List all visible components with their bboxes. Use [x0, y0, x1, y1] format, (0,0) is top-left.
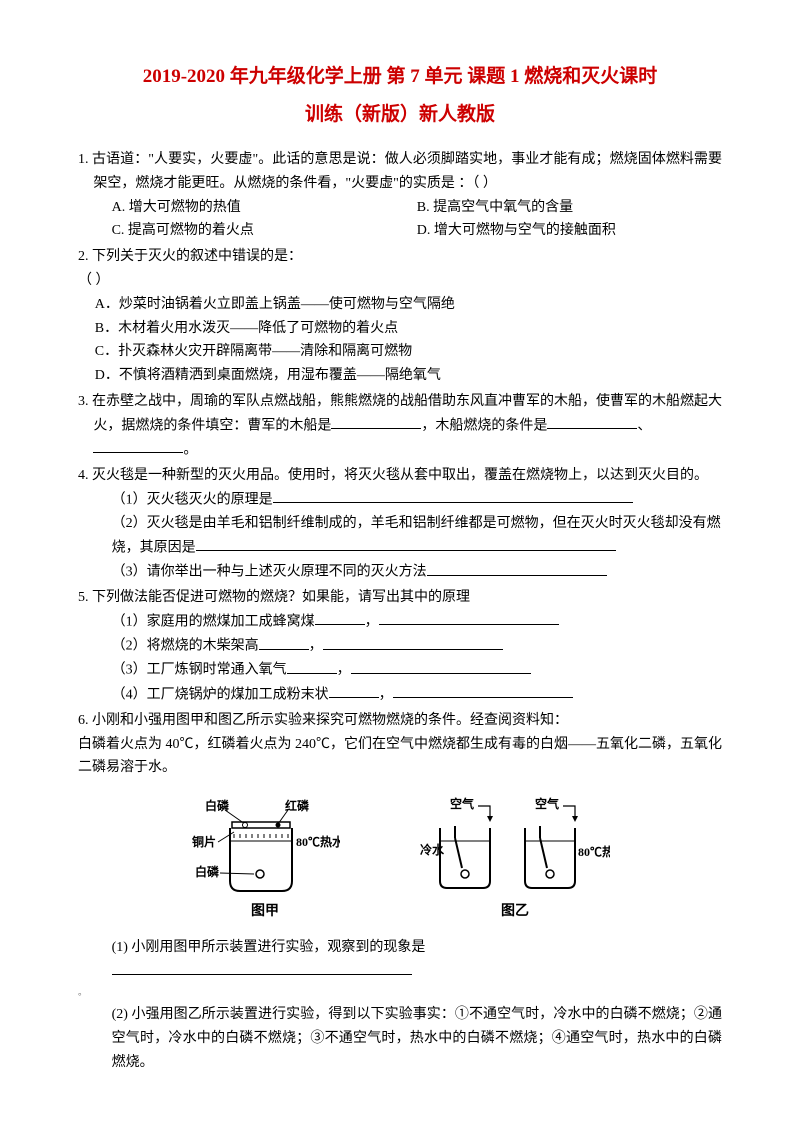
- label-air-1: 空气: [450, 796, 474, 811]
- q3-comma-b: ，木船燃烧的条件是: [421, 418, 547, 433]
- q1-options-row2: C. 提高可燃物的着火点 D. 增大可燃物与空气的接触面积: [78, 219, 722, 243]
- q5-p4-b2: [393, 683, 573, 698]
- question-5: 5. 下列做法能否促进可燃物的燃烧？如果能，请写出其中的原理 （1）家庭用的燃煤…: [78, 586, 722, 707]
- caption-jia: 图甲: [190, 900, 340, 924]
- q2-opt-d: D．不慎将酒精洒到桌面燃烧，用湿布覆盖——隔绝氧气: [78, 364, 722, 388]
- question-2: 2. 下列关于灭火的叙述中错误的是： （ ） A．炒菜时油锅着火立即盖上锅盖——…: [78, 245, 722, 388]
- question-3: 3. 在赤壁之战中，周瑜的军队点燃战船，熊熊燃烧的战船借助东风直冲曹军的木船，使…: [78, 390, 722, 462]
- q4-blank-3: [427, 560, 607, 575]
- q6-p2: (2) 小强用图乙所示装置进行实验，得到以下实验事实：①不通空气时，冷水中的白磷…: [78, 1003, 722, 1074]
- q3-blank-2: [547, 414, 637, 429]
- q2-opt-c: C．扑灭森林火灾开辟隔离带——清除和隔离可燃物: [78, 340, 722, 364]
- question-4: 4. 灭火毯是一种新型的灭火用品。使用时，将灭火毯从套中取出，覆盖在燃烧物上，以…: [78, 464, 722, 584]
- q1-opt-a: A. 增大可燃物的热值: [112, 196, 417, 220]
- q3-end: 。: [183, 442, 197, 457]
- q2-stem: 2. 下列关于灭火的叙述中错误的是：: [78, 245, 722, 269]
- figure-jia: 白磷 红磷 铜片 80℃热水 白磷 图甲: [190, 796, 340, 924]
- question-6: 6. 小刚和小强用图甲和图乙所示实验来探究可燃物燃烧的条件。经查阅资料知： 白磷…: [78, 709, 722, 1075]
- q6-p1-end: 。: [78, 985, 722, 1000]
- q4-p3: （3）请你举出一种与上述灭火原理不同的灭火方法: [112, 565, 427, 580]
- q1-options-row1: A. 增大可燃物的热值 B. 提高空气中氧气的含量: [78, 196, 722, 220]
- q5-p3-b1: [287, 658, 337, 673]
- q6-stem: 6. 小刚和小强用图甲和图乙所示实验来探究可燃物燃烧的条件。经查阅资料知：: [78, 709, 722, 733]
- q5-p2-b1: [259, 634, 309, 649]
- label-cold: 冷水: [420, 842, 445, 857]
- q3-sep: 、: [637, 418, 651, 433]
- q5-p3-b2: [351, 658, 531, 673]
- q6-p1: (1) 小刚用图甲所示装置进行实验，观察到的现象是: [112, 940, 426, 955]
- q4-blank-2: [196, 536, 616, 551]
- q2-opt-b: B．木材着火用水泼灭——降低了可燃物的着火点: [78, 317, 722, 341]
- q5-p1-b2: [379, 610, 559, 625]
- document-title: 2019-2020 年九年级化学上册 第 7 单元 课题 1 燃烧和灭火课时 训…: [78, 58, 722, 134]
- q2-opt-a: A．炒菜时油锅着火立即盖上锅盖——使可燃物与空气隔绝: [78, 293, 722, 317]
- label-bailin-bottom: 白磷: [195, 864, 220, 879]
- title-line-1: 2019-2020 年九年级化学上册 第 7 单元 课题 1 燃烧和灭火课时: [78, 58, 722, 96]
- q5-stem: 5. 下列做法能否促进可燃物的燃烧？如果能，请写出其中的原理: [78, 586, 722, 610]
- q5-p4: （4）工厂烧锅炉的煤加工成粉末状: [112, 687, 329, 702]
- q6-blank-1: [112, 960, 412, 975]
- title-line-2: 训练（新版）新人教版: [78, 96, 722, 134]
- q3-blank-3: [93, 438, 183, 453]
- q5-p2-b2: [323, 634, 503, 649]
- q3-blank-1: [331, 414, 421, 429]
- q4-p1: （1）灭火毯灭火的原理是: [112, 492, 273, 507]
- q5-p4-b1: [329, 683, 379, 698]
- label-hotwater-yi: 80℃热水: [578, 844, 610, 859]
- q5-p3: （3）工厂炼钢时常通入氧气: [112, 663, 287, 678]
- q1-opt-c: C. 提高可燃物的着火点: [112, 219, 417, 243]
- q1-opt-d: D. 增大可燃物与空气的接触面积: [417, 219, 722, 243]
- label-air-2: 空气: [535, 796, 559, 811]
- question-1: 1. 古语道："人要实，火要虚"。此话的意思是说：做人必须脚踏实地，事业才能有成…: [78, 148, 722, 243]
- q4-stem: 4. 灭火毯是一种新型的灭火用品。使用时，将灭火毯从套中取出，覆盖在燃烧物上，以…: [78, 464, 722, 488]
- figures-row: 白磷 红磷 铜片 80℃热水 白磷 图甲: [78, 796, 722, 924]
- caption-yi: 图乙: [420, 900, 610, 924]
- q2-paren: （ ）: [78, 269, 722, 293]
- label-hotwater-jia: 80℃热水: [296, 834, 340, 849]
- q5-p2: （2）将燃烧的木柴架高: [112, 639, 259, 654]
- q5-p1: （1）家庭用的燃煤加工成蜂窝煤: [112, 614, 315, 629]
- label-tongpian: 铜片: [192, 834, 216, 849]
- q6-intro: 白磷着火点为 40℃，红磷着火点为 240℃，它们在空气中燃烧都生成有毒的白烟—…: [78, 733, 722, 781]
- q1-stem: 1. 古语道："人要实，火要虚"。此话的意思是说：做人必须脚踏实地，事业才能有成…: [78, 148, 722, 196]
- q4-blank-1: [273, 488, 633, 503]
- label-honglin: 红磷: [285, 798, 310, 813]
- q1-opt-b: B. 提高空气中氧气的含量: [417, 196, 722, 220]
- q5-p1-b1: [315, 610, 365, 625]
- figure-yi: 空气 冷水 空气 80℃热水 图乙: [420, 796, 610, 924]
